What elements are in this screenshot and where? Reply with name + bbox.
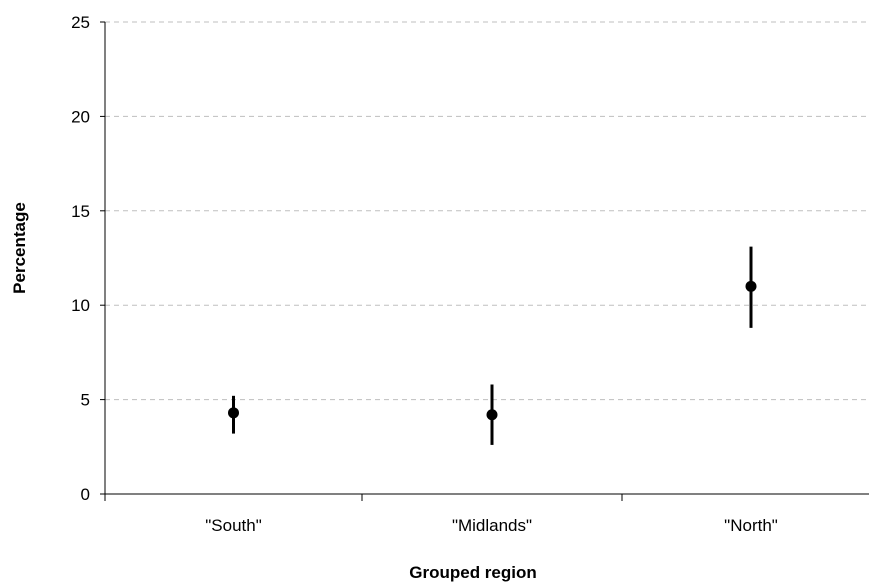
x-axis-title: Grouped region <box>409 563 537 582</box>
y-tick-label-4: 20 <box>71 107 90 126</box>
y-axis-title: Percentage <box>10 202 29 294</box>
y-ticks: 0 5 10 15 20 25 <box>71 13 105 504</box>
y-tick-label-5: 25 <box>71 13 90 32</box>
gridlines <box>105 21 869 401</box>
y-tick-label-0: 0 <box>81 485 90 504</box>
data-point-2 <box>745 280 757 292</box>
data-marks <box>228 246 757 445</box>
data-point-0 <box>228 407 239 419</box>
data-point-1 <box>486 409 498 421</box>
y-tick-label-3: 15 <box>71 202 90 221</box>
x-tick-label-0: "South" <box>205 516 262 535</box>
axes <box>104 22 869 495</box>
y-tick-label-1: 5 <box>81 391 90 410</box>
x-tick-label-1: "Midlands" <box>452 516 532 535</box>
y-tick-label-2: 10 <box>71 296 90 315</box>
x-tick-label-2: "North" <box>724 516 778 535</box>
x-ticks: "South" "Midlands" "North" <box>104 494 778 535</box>
